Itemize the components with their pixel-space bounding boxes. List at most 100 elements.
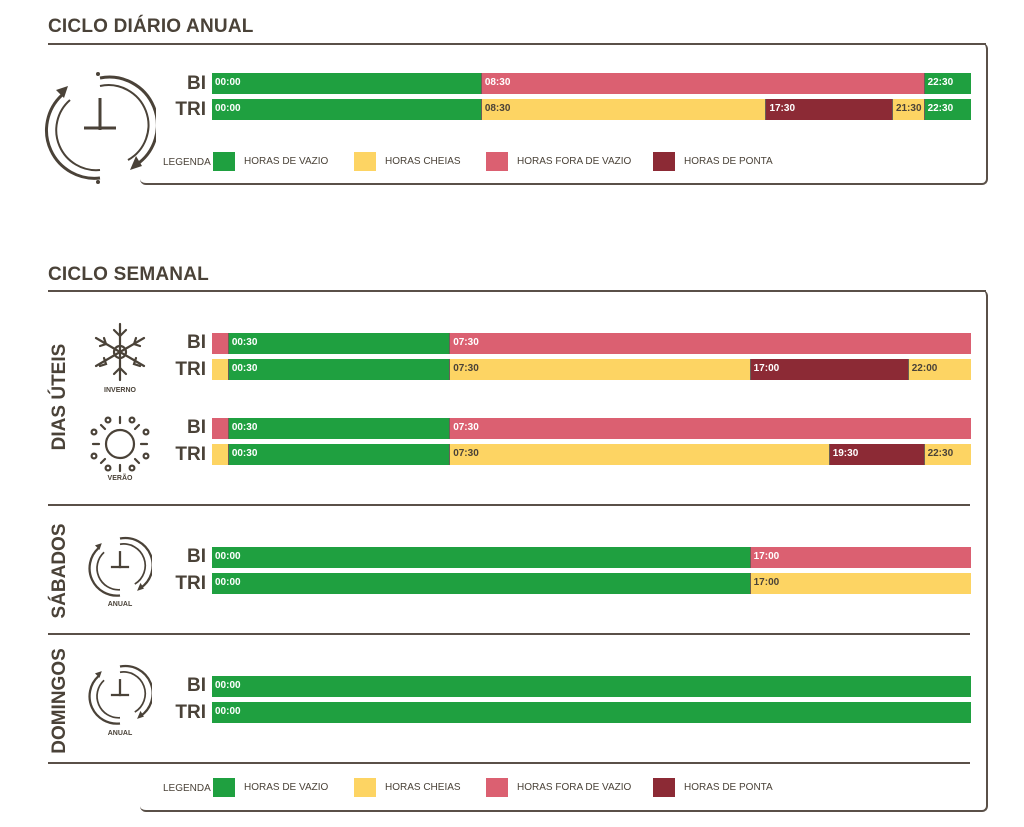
legend-item-cheias: HORAS CHEIAS bbox=[354, 152, 461, 171]
domingos-row-bi-label: BI bbox=[187, 675, 206, 696]
segment-start-label: 00:30 bbox=[231, 448, 258, 459]
icon-caption-anual-domingos: ANUAL bbox=[107, 730, 133, 737]
domingos-tri-bar: 00:00 bbox=[212, 702, 971, 723]
legend-label: HORAS CHEIAS bbox=[385, 156, 461, 167]
segment-start-label: 22:30 bbox=[927, 103, 954, 114]
legend-swatch bbox=[486, 778, 508, 797]
daily-tri-bar: 00:00 08:30 17:30 21:30 22:30 bbox=[212, 99, 971, 120]
weekly-cycle-title: CICLO SEMANAL bbox=[48, 264, 209, 285]
legend-label: HORAS DE VAZIO bbox=[244, 782, 329, 793]
group-label-domingos: DOMINGOS bbox=[49, 648, 70, 754]
legend-label: HORAS FORA DE VAZIO bbox=[517, 782, 632, 793]
segment-start-label: 00:00 bbox=[215, 577, 241, 588]
bar-segment-ponta: 17:30 bbox=[765, 99, 892, 120]
bar-segment-vazio: 00:00 bbox=[212, 547, 750, 568]
bar-segment-vazio: 00:30 bbox=[227, 444, 450, 465]
bar-segment-vazio: 00:00 bbox=[212, 99, 481, 120]
segment-start-label: 22:30 bbox=[927, 77, 954, 88]
bar-segment-fora-vazio: 17:00 bbox=[749, 547, 971, 568]
legend-item-ponta: HORAS DE PONTA bbox=[653, 778, 773, 797]
bar-segment-fora-vazio bbox=[212, 418, 228, 439]
bar-segment-cheias: 07:30 bbox=[449, 444, 829, 465]
segment-start-label: 08:30 bbox=[484, 77, 511, 88]
segment-start-label: 00:30 bbox=[231, 363, 258, 374]
snowflake-icon bbox=[94, 322, 146, 382]
daily-frame bbox=[140, 43, 988, 185]
sun-icon bbox=[90, 415, 150, 473]
bar-segment-cheias bbox=[212, 444, 228, 465]
legend-swatch bbox=[354, 152, 376, 171]
icon-caption-anual-sabados: ANUAL bbox=[107, 601, 133, 608]
inverno-tri-bar: 00:30 07:30 17:00 22:00 bbox=[212, 359, 971, 380]
sabados-row-bi-label: BI bbox=[187, 546, 206, 567]
daily-title-rule bbox=[48, 43, 986, 45]
verao-row-tri-label: TRI bbox=[175, 444, 206, 465]
legend-item-fora-vazio: HORAS FORA DE VAZIO bbox=[486, 152, 631, 171]
sabados-tri-bar: 00:00 17:00 bbox=[212, 573, 971, 594]
legend-swatch bbox=[213, 778, 235, 797]
icon-caption-inverno: INVERNO bbox=[104, 387, 136, 394]
segment-start-label: 00:00 bbox=[215, 103, 241, 114]
segment-start-label: 07:30 bbox=[453, 422, 479, 433]
segment-start-label: 21:30 bbox=[895, 103, 922, 114]
bar-segment-vazio: 00:00 bbox=[212, 702, 971, 723]
inverno-row-bi-label: BI bbox=[187, 332, 206, 353]
legend-label: HORAS DE VAZIO bbox=[244, 156, 329, 167]
bar-segment-fora-vazio: 08:30 bbox=[480, 73, 924, 94]
segment-start-label: 17:00 bbox=[753, 577, 780, 588]
weekly-title-rule bbox=[48, 290, 986, 292]
legend-label: HORAS DE PONTA bbox=[684, 782, 773, 793]
sabados-row-tri-label: TRI bbox=[175, 573, 206, 594]
segment-start-label: 00:30 bbox=[231, 422, 258, 433]
bar-segment-vazio: 00:00 bbox=[212, 573, 750, 594]
inverno-bi-bar: 00:30 07:30 bbox=[212, 333, 971, 354]
segment-start-label: 17:30 bbox=[769, 103, 796, 114]
segment-start-label: 08:30 bbox=[484, 103, 511, 114]
daily-row-bi-label: BI bbox=[187, 73, 206, 94]
daily-cycle-title: CICLO DIÁRIO ANUAL bbox=[48, 16, 254, 37]
segment-start-label: 07:30 bbox=[453, 448, 479, 459]
divider-domingos bbox=[48, 762, 970, 764]
domingos-bi-bar: 00:00 bbox=[212, 676, 971, 697]
bar-segment-vazio: 22:30 bbox=[923, 73, 971, 94]
legend-label: HORAS DE PONTA bbox=[684, 156, 773, 167]
segment-start-label: 17:00 bbox=[753, 363, 780, 374]
segment-start-label: 19:30 bbox=[832, 448, 859, 459]
segment-start-label: 22:30 bbox=[927, 448, 954, 459]
legend-item-fora-vazio: HORAS FORA DE VAZIO bbox=[486, 778, 631, 797]
bar-segment-cheias: 17:00 bbox=[749, 573, 971, 594]
bar-segment-ponta: 19:30 bbox=[828, 444, 924, 465]
segment-start-label: 22:00 bbox=[911, 363, 938, 374]
domingos-row-tri-label: TRI bbox=[175, 702, 206, 723]
bar-segment-cheias bbox=[212, 359, 228, 380]
legend-item-vazio: HORAS DE VAZIO bbox=[213, 152, 328, 171]
bar-segment-vazio: 00:00 bbox=[212, 73, 481, 94]
bar-segment-fora-vazio bbox=[212, 333, 228, 354]
legend-swatch bbox=[653, 152, 675, 171]
segment-start-label: 00:00 bbox=[215, 680, 241, 691]
group-label-dias-uteis: DIAS ÚTEIS bbox=[49, 343, 70, 451]
daily-row-tri-label: TRI bbox=[175, 99, 206, 120]
segment-start-label: 00:30 bbox=[231, 337, 258, 348]
verao-tri-bar: 00:30 07:30 19:30 22:30 bbox=[212, 444, 971, 465]
legend-swatch bbox=[653, 778, 675, 797]
legend-swatch bbox=[213, 152, 235, 171]
legend-swatch bbox=[486, 152, 508, 171]
bar-segment-fora-vazio: 07:30 bbox=[449, 418, 971, 439]
segment-start-label: 00:00 bbox=[215, 551, 241, 562]
bar-segment-cheias: 07:30 bbox=[449, 359, 750, 380]
legend-item-vazio: HORAS DE VAZIO bbox=[213, 778, 328, 797]
divider-sabados bbox=[48, 633, 970, 635]
bar-segment-fora-vazio: 07:30 bbox=[449, 333, 971, 354]
segment-start-label: 00:00 bbox=[215, 706, 241, 717]
verao-row-bi-label: BI bbox=[187, 417, 206, 438]
segment-start-label: 17:00 bbox=[753, 551, 780, 562]
bar-segment-cheias: 22:30 bbox=[923, 444, 971, 465]
clock-cycle-icon bbox=[88, 536, 152, 597]
segment-start-label: 07:30 bbox=[453, 363, 479, 374]
legend-item-cheias: HORAS CHEIAS bbox=[354, 778, 461, 797]
bar-segment-cheias: 22:00 bbox=[907, 359, 971, 380]
bar-segment-ponta: 17:00 bbox=[749, 359, 908, 380]
bar-segment-cheias: 08:30 bbox=[480, 99, 766, 120]
weekly-frame bbox=[140, 290, 988, 812]
